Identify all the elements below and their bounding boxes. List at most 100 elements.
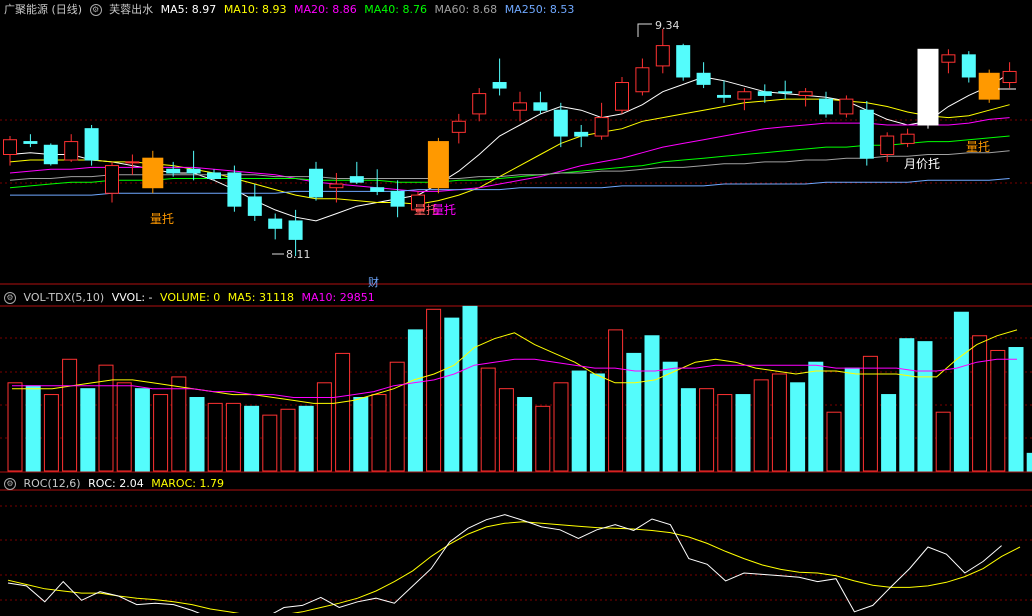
price-panel-header: 广聚能源 (日线) ⚙ 芙蓉出水 MA5: 8.97 MA10: 8.93 MA… <box>4 2 578 18</box>
volume-bar <box>1026 452 1032 472</box>
volume-bar <box>171 376 187 472</box>
candle-body <box>451 120 466 133</box>
volume-bar <box>662 361 678 472</box>
volume-bar <box>444 317 460 472</box>
candle-body <box>655 45 670 67</box>
liang-tuo-label-right: 量托 <box>966 140 991 154</box>
volume-bar <box>608 329 624 472</box>
volume-bar <box>790 382 806 472</box>
candle-body <box>186 168 201 174</box>
volume-bar <box>407 329 423 472</box>
volume-bar <box>844 367 860 472</box>
candle-body <box>64 141 79 161</box>
candle-body <box>978 72 1000 100</box>
settings-gear-icon[interactable]: ⚙ <box>4 292 16 304</box>
indicator-name[interactable]: 芙蓉出水 <box>109 3 154 16</box>
volume-indicator-name[interactable]: VOL-TDX(5,10) <box>23 291 105 304</box>
settings-gear-icon[interactable]: ⚙ <box>89 4 102 16</box>
volume-bar <box>134 388 150 472</box>
candle-body <box>553 109 568 137</box>
candle-body <box>859 109 874 159</box>
settings-gear-icon[interactable]: ⚙ <box>4 478 16 490</box>
volume-bar <box>298 405 314 472</box>
volume-bar <box>7 382 23 472</box>
volume-value: VOLUME: 0 <box>160 291 221 304</box>
volume-bar <box>917 341 933 472</box>
volume-bar <box>116 382 132 472</box>
volume-bar <box>244 405 260 472</box>
vvol-value: VVOL: - <box>111 291 153 304</box>
volume-bar <box>990 349 1006 472</box>
volume-bar <box>826 411 842 472</box>
candle-body <box>227 172 242 207</box>
candle-body <box>961 54 976 78</box>
candle-body <box>349 176 364 183</box>
price-ma40-line <box>9 135 1010 189</box>
candle-body <box>268 218 283 229</box>
candle-body <box>472 93 487 115</box>
volume-bar <box>953 311 969 472</box>
volume-bar <box>43 394 59 472</box>
volume-bar <box>98 364 114 472</box>
price-ma20-line <box>9 117 1010 192</box>
candle-body <box>166 168 181 174</box>
candle-body <box>574 131 589 137</box>
candle-body <box>917 48 939 126</box>
volume-panel-header: ⚙ VOL-TDX(5,10) VVOL: - VOLUME: 0 MA5: 3… <box>4 290 379 306</box>
candle-body <box>839 98 854 115</box>
volume-bar <box>517 397 533 472</box>
volume-bar <box>153 394 169 472</box>
candle-body <box>880 135 895 155</box>
window-title: 广聚能源 (日线) <box>4 3 83 16</box>
volume-bar <box>1008 347 1024 472</box>
candle-body <box>941 54 956 63</box>
volume-ma10-line <box>12 358 1017 398</box>
candle-body <box>3 139 17 155</box>
volume-bar <box>480 367 496 472</box>
roc-line <box>7 514 1002 616</box>
candle-body <box>1002 70 1017 84</box>
volume-bar <box>717 394 733 472</box>
volume-bar <box>426 308 442 472</box>
volume-bar <box>25 385 41 472</box>
volume-bar <box>353 397 369 472</box>
volume-bar <box>262 414 278 472</box>
ma5-value: MA5: 8.97 <box>160 3 217 16</box>
liang-tuo-label-2: 量托 <box>414 203 439 217</box>
volume-bar <box>571 370 587 472</box>
maroc-line <box>7 521 1021 616</box>
vol-ma10-value: MA10: 29851 <box>301 291 375 304</box>
price-ma60-line <box>9 150 1010 181</box>
cai-marker[interactable]: 财 <box>368 276 379 289</box>
candle-body <box>819 98 833 115</box>
candle-body <box>900 133 915 144</box>
volume-bar <box>316 382 332 472</box>
volume-bar <box>735 394 751 472</box>
volume-bar <box>462 305 478 472</box>
ma20-value: MA20: 8.86 <box>294 3 357 16</box>
volume-bar <box>644 335 660 472</box>
volume-bar <box>972 335 988 472</box>
candle-body <box>105 165 119 194</box>
high-price-mark: 9.34 <box>655 19 680 32</box>
candle-body <box>207 172 221 179</box>
roc-value: ROC: 2.04 <box>88 477 144 490</box>
volume-bar <box>680 388 696 472</box>
volume-bar <box>881 394 897 472</box>
candle-body <box>513 102 527 111</box>
ma250-value: MA250: 8.53 <box>504 3 575 16</box>
candle-body <box>84 128 99 161</box>
volume-bar <box>80 388 96 472</box>
candle-body <box>309 168 323 198</box>
volume-bar <box>553 382 569 472</box>
volume-bar <box>899 338 915 472</box>
candle-body <box>23 141 38 144</box>
volume-bar <box>62 358 78 472</box>
roc-indicator-name[interactable]: ROC(12,6) <box>23 477 81 490</box>
price-ma250-line <box>10 178 1010 196</box>
candle-body <box>43 144 58 165</box>
candle-body <box>533 102 548 111</box>
volume-bar <box>225 402 241 472</box>
